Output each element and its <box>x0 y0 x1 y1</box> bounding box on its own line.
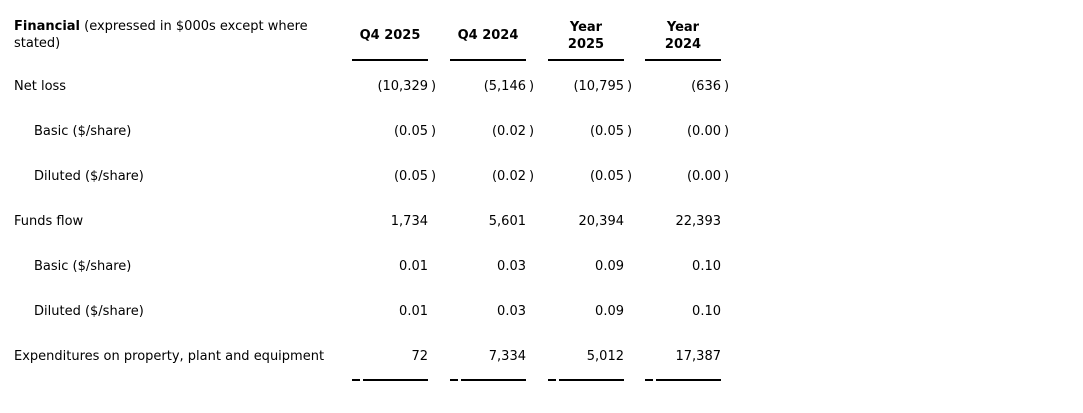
header-underline <box>645 59 721 61</box>
paren-cell <box>526 241 538 286</box>
value-cell: 0.09 <box>595 259 624 274</box>
paren-cell: ) <box>724 79 730 94</box>
column-header-year-2025: Year 2025 <box>567 19 605 52</box>
bottom-rule-row <box>14 376 733 381</box>
bottom-rule <box>363 379 428 381</box>
value-cell: (10,329 <box>377 79 428 94</box>
value-cell: 7,334 <box>488 349 526 364</box>
paren-cell: ) <box>431 124 437 139</box>
header-underline <box>450 59 526 61</box>
bottom-rule <box>656 379 721 381</box>
row-label: Basic ($/share) <box>34 124 132 139</box>
paren-cell: ) <box>529 124 535 139</box>
value-cell: 72 <box>411 349 428 364</box>
bottom-rule-dash <box>645 379 653 381</box>
paren-cell <box>721 331 733 376</box>
header-underline-row <box>14 59 733 61</box>
header-underline <box>352 59 428 61</box>
row-label: Funds flow <box>14 214 84 229</box>
table-row-net-loss-basic: Basic ($/share) (0.05 ) (0.02 ) (0.05 ) … <box>14 106 733 151</box>
paren-cell: ) <box>724 169 730 184</box>
table-header-row: Financial (expressed in $000s except whe… <box>14 12 733 59</box>
value-cell: (0.05 <box>589 124 624 139</box>
table-title: Financial (expressed in $000s except whe… <box>14 12 352 59</box>
paren-cell <box>624 286 636 331</box>
value-cell: 1,734 <box>390 214 428 229</box>
paren-cell: ) <box>724 124 730 139</box>
column-header-q4-2025: Q4 2025 <box>359 28 421 43</box>
paren-cell <box>721 286 733 331</box>
financial-summary-table: Financial (expressed in $000s except whe… <box>14 12 733 381</box>
value-cell: (10,795 <box>573 79 624 94</box>
bottom-rule-dash <box>548 379 556 381</box>
paren-cell: ) <box>627 79 633 94</box>
value-cell: 0.10 <box>692 304 721 319</box>
paren-cell <box>624 241 636 286</box>
paren-cell: ) <box>431 79 437 94</box>
paren-cell <box>428 196 440 241</box>
value-cell: 0.09 <box>595 304 624 319</box>
table-row-funds-flow: Funds flow 1,734 5,601 20,394 22,393 <box>14 196 733 241</box>
paren-cell <box>624 196 636 241</box>
bottom-rule <box>559 379 624 381</box>
row-label: Diluted ($/share) <box>34 169 144 184</box>
row-label: Expenditures on property, plant and equi… <box>14 349 325 364</box>
header-underline <box>548 59 624 61</box>
value-cell: (0.00 <box>686 124 721 139</box>
paren-cell: ) <box>627 169 633 184</box>
table-row-net-loss-diluted: Diluted ($/share) (0.05 ) (0.02 ) (0.05 … <box>14 151 733 196</box>
value-cell: (0.05 <box>393 169 428 184</box>
table-title-bold: Financial <box>14 19 81 34</box>
value-cell: 20,394 <box>578 214 625 229</box>
bottom-rule <box>461 379 526 381</box>
paren-cell: ) <box>529 169 535 184</box>
paren-cell <box>721 196 733 241</box>
paren-cell <box>526 286 538 331</box>
row-label: Diluted ($/share) <box>34 304 144 319</box>
value-cell: (0.05 <box>393 124 428 139</box>
value-cell: (0.05 <box>589 169 624 184</box>
value-cell: 5,601 <box>488 214 526 229</box>
table-row-net-loss: Net loss (10,329 ) (5,146 ) (10,795 ) (6… <box>14 61 733 106</box>
value-cell: 0.03 <box>497 259 526 274</box>
column-header-q4-2024: Q4 2024 <box>457 28 519 43</box>
value-cell: 0.03 <box>497 304 526 319</box>
table-row-expenditures: Expenditures on property, plant and equi… <box>14 331 733 376</box>
paren-cell: ) <box>627 124 633 139</box>
value-cell: (5,146 <box>483 79 526 94</box>
value-cell: (636 <box>691 79 721 94</box>
bottom-rule-dash <box>450 379 458 381</box>
value-cell: 5,012 <box>586 349 624 364</box>
row-label: Net loss <box>14 79 67 94</box>
paren-cell <box>428 286 440 331</box>
value-cell: 0.10 <box>692 259 721 274</box>
paren-cell <box>624 331 636 376</box>
table-title-rest-line2: stated) <box>14 36 61 51</box>
paren-cell <box>721 241 733 286</box>
bottom-rule-dash <box>352 379 360 381</box>
value-cell: (0.00 <box>686 169 721 184</box>
table-row-funds-flow-diluted: Diluted ($/share) 0.01 0.03 0.09 0.10 <box>14 286 733 331</box>
column-header-year-2024: Year 2024 <box>664 19 702 52</box>
value-cell: 22,393 <box>675 214 722 229</box>
paren-cell <box>526 196 538 241</box>
paren-cell: ) <box>431 169 437 184</box>
paren-cell <box>428 241 440 286</box>
paren-cell: ) <box>529 79 535 94</box>
value-cell: (0.02 <box>491 124 526 139</box>
row-label: Basic ($/share) <box>34 259 132 274</box>
table-title-rest: (expressed in $000s except where <box>80 19 308 34</box>
value-cell: 0.01 <box>399 304 428 319</box>
paren-cell <box>526 331 538 376</box>
table-row-funds-flow-basic: Basic ($/share) 0.01 0.03 0.09 0.10 <box>14 241 733 286</box>
value-cell: 17,387 <box>675 349 722 364</box>
value-cell: 0.01 <box>399 259 428 274</box>
value-cell: (0.02 <box>491 169 526 184</box>
paren-cell <box>428 331 440 376</box>
